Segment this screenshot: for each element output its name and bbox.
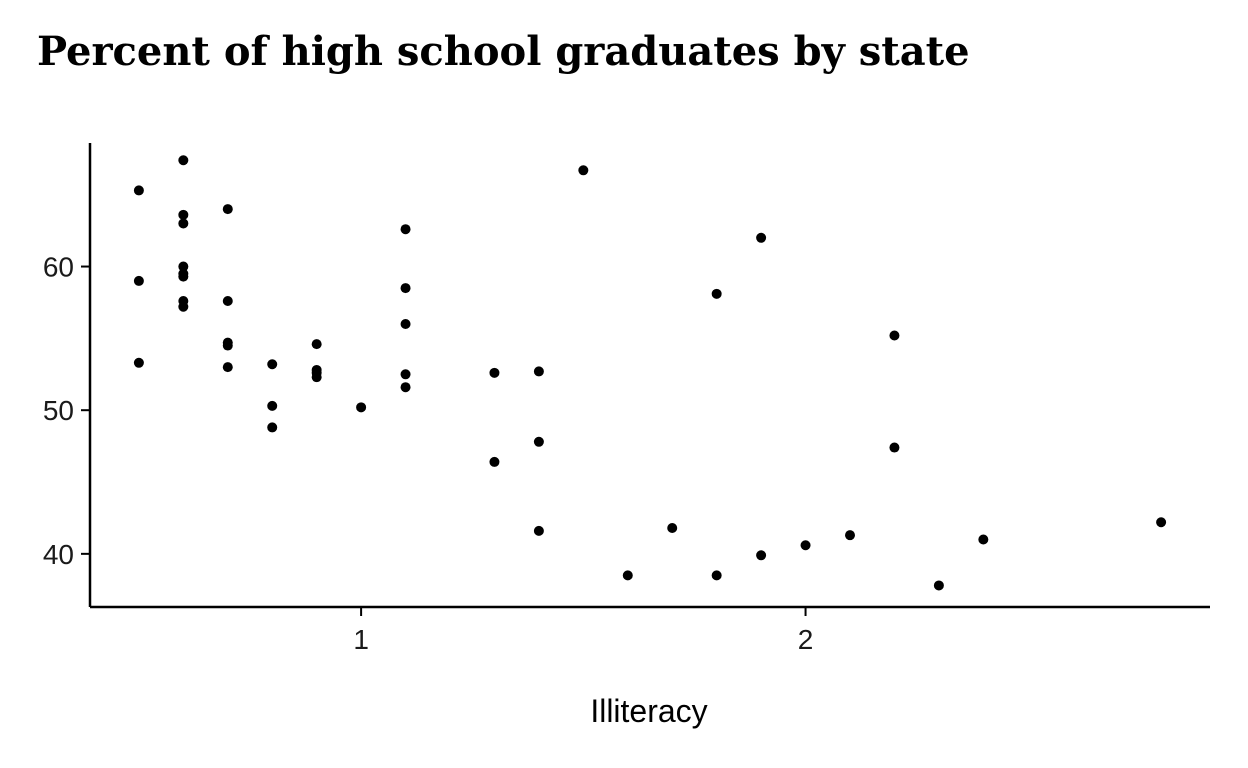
data-point [578,165,589,176]
data-point [178,218,189,229]
data-point [311,372,322,383]
data-point [889,330,900,341]
data-point [889,442,900,453]
data-point [1156,517,1167,528]
data-point [711,288,722,299]
y-tick-label: 40 [43,539,74,570]
data-point [222,204,233,215]
data-point [845,530,855,541]
data-point [178,209,189,220]
x-tick-label: 2 [798,624,814,655]
data-point [222,296,233,307]
data-point [400,283,411,294]
y-tick-label: 60 [43,252,74,283]
data-point [533,436,544,447]
data-point [400,224,411,235]
data-point [933,580,944,591]
data-point [489,367,500,378]
data-point [667,522,678,533]
data-point [533,366,544,377]
axes: 1 2 40 50 60 [43,143,1210,655]
data-points [133,155,1167,591]
data-point [267,422,278,433]
data-point [311,339,322,350]
data-point [489,456,500,467]
data-point [267,400,278,411]
data-point [800,540,811,551]
data-point [133,185,144,196]
data-point [711,570,722,581]
data-point [178,301,189,312]
x-axis-title: Illiteracy [590,693,707,729]
data-point [133,275,144,286]
data-point [978,534,989,545]
y-tick-label: 50 [43,395,74,426]
data-point [133,357,144,368]
data-point [400,382,411,393]
data-point [756,550,767,561]
data-point [222,340,233,351]
data-point [356,402,367,413]
data-point [400,369,411,380]
data-point [400,319,411,330]
data-point [267,359,278,370]
chart-title: Percent of high school graduates by stat… [37,28,970,75]
data-point [533,525,544,536]
x-tick-label: 1 [353,624,369,655]
data-point [756,232,767,243]
data-point [178,155,189,166]
data-point [178,271,189,282]
data-point [222,362,233,373]
data-point [622,570,633,581]
data-point [178,261,189,272]
